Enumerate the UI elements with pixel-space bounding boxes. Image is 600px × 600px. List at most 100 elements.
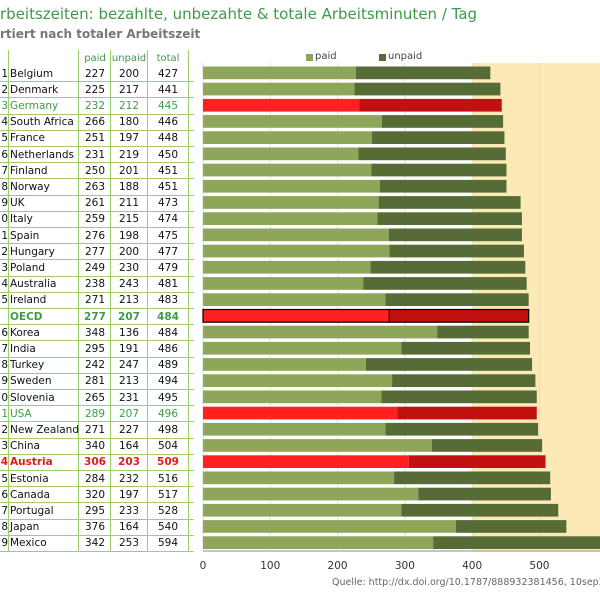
total-cell: 495 [157,391,179,404]
total-cell: 484 [157,310,179,323]
rank-cell: 7 [1,342,8,355]
row-divider [0,453,194,455]
paid-cell: 284 [84,472,106,485]
rank-cell: 4 [1,116,8,129]
row-divider [0,113,194,115]
unpaid-cell: 232 [118,472,140,485]
bar-unpaid [371,163,507,177]
row-divider [0,389,194,390]
row-divider [0,243,194,245]
paid-cell: 263 [84,180,106,193]
bar-unpaid [365,358,533,371]
total-cell: 504 [157,440,179,453]
paid-cell: 289 [84,407,106,420]
bar-unpaid [392,374,536,387]
paid-cell: 261 [84,197,106,210]
paid-cell: 277 [84,245,106,258]
rank-cell: 2 [1,83,8,96]
unpaid-cell: 247 [118,359,140,372]
total-cell: 479 [157,261,179,274]
bar-unpaid [378,196,521,209]
bar-unpaid [377,212,522,225]
row-divider [0,194,194,196]
unpaid-cell: 197 [118,132,140,145]
paid-cell: 227 [84,67,106,80]
unpaid-cell: 227 [118,423,140,436]
x-tick-label: 500 [529,560,549,572]
total-cell: 445 [157,99,179,112]
unpaid-cell: 243 [118,278,140,291]
bar-paid [203,293,386,306]
bar-unpaid [379,179,507,193]
country-cell: France [10,132,45,145]
country-cell: OECD [10,310,43,323]
total-cell: 494 [157,375,179,388]
total-cell: 484 [157,326,179,339]
rank-cell: 2 [1,245,8,258]
country-cell: Sweden [10,375,52,388]
country-cell: New Zealand [10,423,79,436]
paid-cell: 231 [84,148,106,161]
rank-cell: 0 [1,391,8,404]
total-cell: 474 [157,213,179,226]
bar-paid [203,212,378,225]
paid-cell: 271 [84,423,106,436]
bar-unpaid [433,536,600,549]
rank-cell: 0 [1,213,8,226]
country-cell: Portugal [10,504,54,517]
total-cell: 473 [157,197,179,210]
unpaid-cell: 164 [118,440,140,453]
unpaid-cell: 207 [118,407,140,420]
unpaid-cell: 136 [118,326,140,339]
plot-background-band [472,63,600,551]
country-cell: Austria [10,456,53,469]
row-divider [0,146,194,147]
paid-cell: 266 [84,116,106,129]
row-divider [0,97,194,99]
row-divider [0,291,194,293]
unpaid-cell: 203 [118,456,140,469]
bar-paid [203,406,398,420]
country-cell: India [10,342,36,355]
bar-paid [203,439,432,452]
bar-unpaid [363,277,527,290]
bar-paid [203,163,372,177]
paid-cell: 295 [84,342,106,355]
total-cell: 540 [157,521,179,534]
legend-swatch-paid [306,54,313,61]
rank-cell: 7 [1,164,8,177]
bar-unpaid [408,455,546,468]
total-cell: 509 [157,456,179,469]
bar-unpaid [394,471,551,485]
table-divider [110,50,111,552]
unpaid-cell: 213 [118,294,140,307]
bar-unpaid [354,82,501,96]
bar-unpaid [381,390,537,404]
total-cell: 481 [157,278,179,291]
bar-paid [203,228,389,242]
country-cell: Mexico [10,537,47,550]
unpaid-cell: 191 [118,342,140,355]
total-cell: 448 [157,132,179,145]
bar-paid [203,277,364,290]
rank-cell: 6 [1,148,8,161]
bar-paid [203,536,434,549]
paid-cell: 342 [84,537,106,550]
header-unpaid: unpaid [111,53,147,64]
rank-cell: 5 [1,472,8,485]
paid-cell: 348 [84,326,106,339]
country-cell: Finland [10,164,48,177]
bar-unpaid [401,503,559,517]
paid-cell: 251 [84,132,106,145]
header-paid: paid [84,53,106,64]
total-cell: 477 [157,245,179,258]
bar-unpaid [385,422,539,436]
bar-unpaid [385,293,529,306]
rank-cell: 8 [1,359,8,372]
bar-unpaid [381,115,504,128]
table-divider [188,50,189,552]
chart-title: rbeitszeiten: bezahlte, unbezahte & tota… [0,5,478,23]
unpaid-cell: 164 [118,521,140,534]
total-cell: 475 [157,229,179,242]
row-divider [0,81,194,83]
